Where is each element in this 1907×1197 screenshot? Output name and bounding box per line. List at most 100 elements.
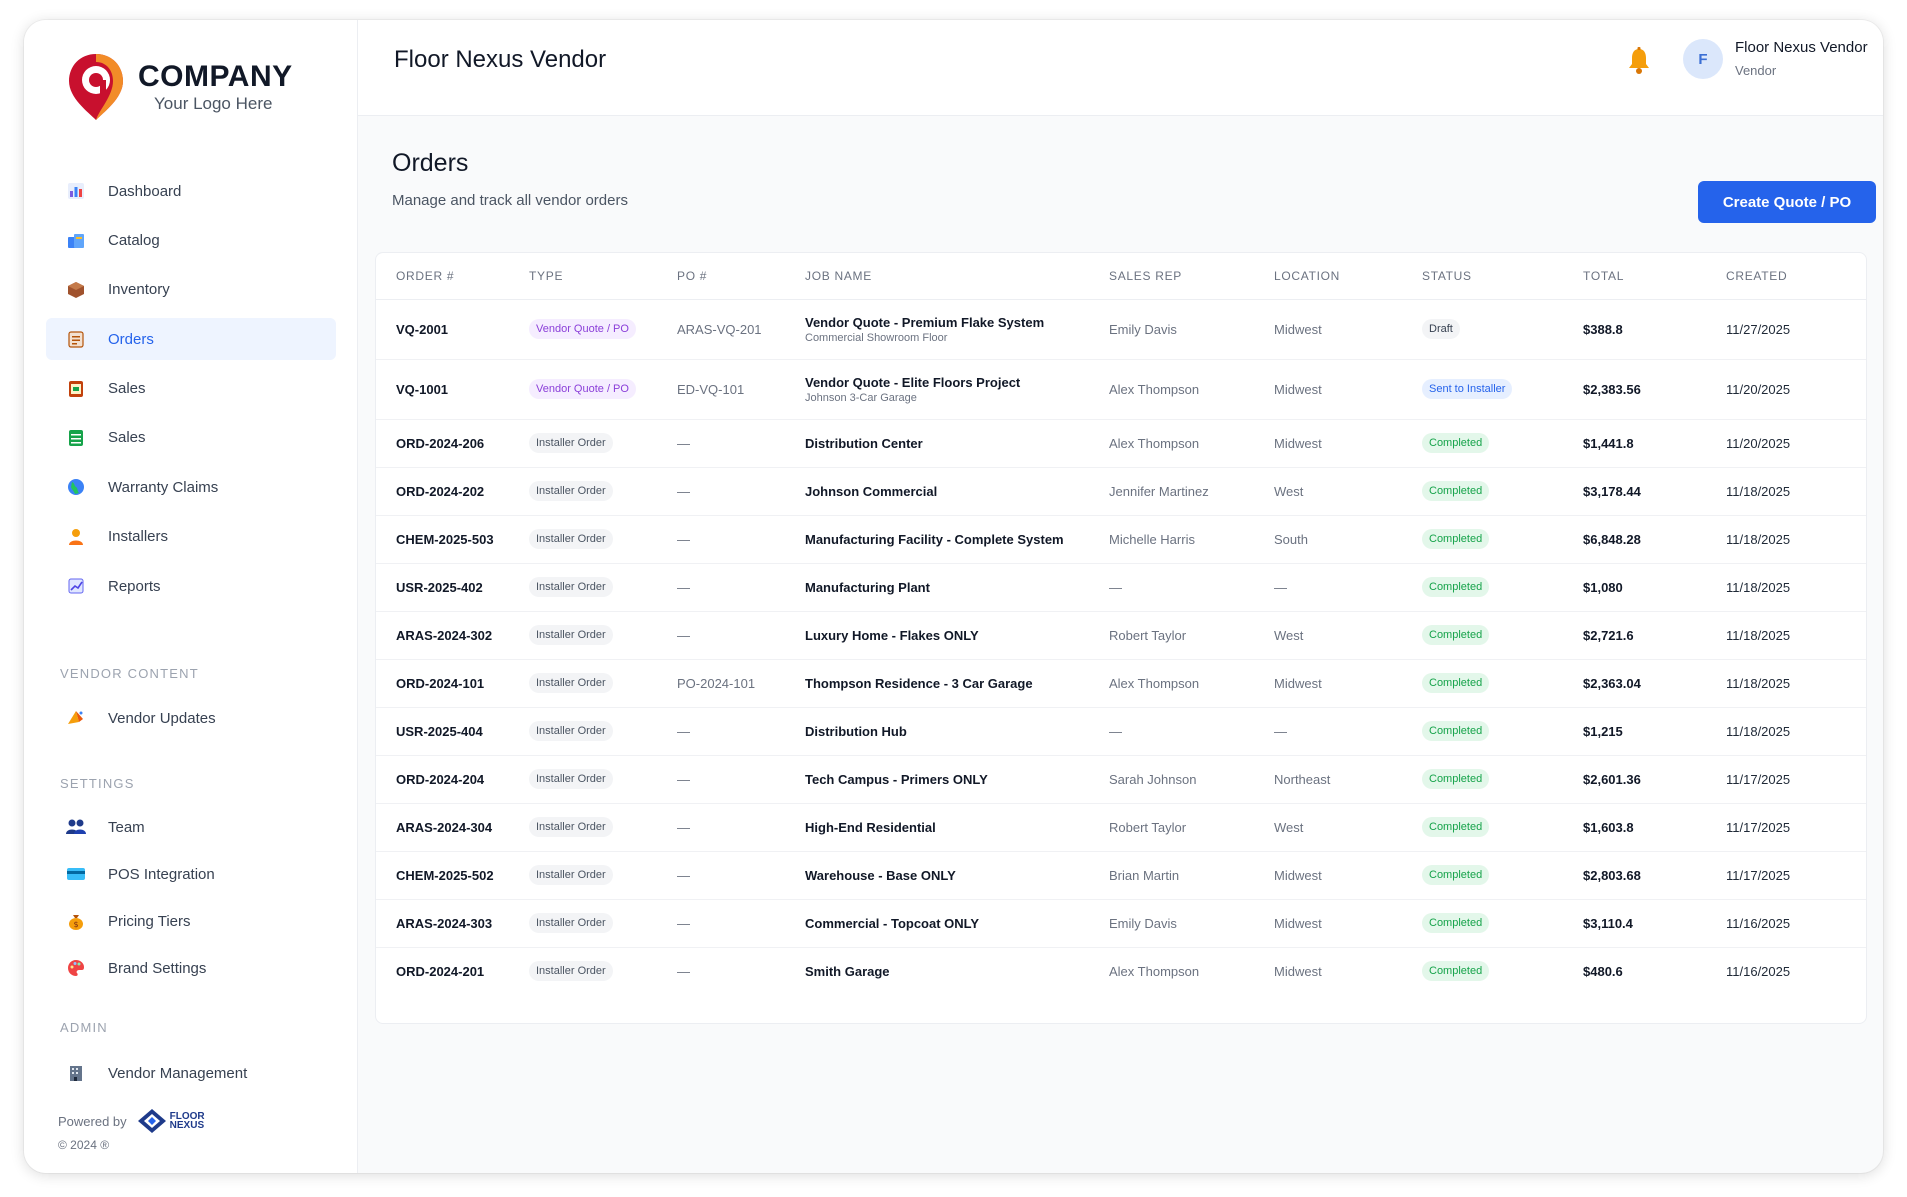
order-total: $2,601.36 <box>1583 771 1641 787</box>
sidebar-item-pricing-tiers[interactable]: $ Pricing Tiers <box>46 900 336 942</box>
table-row[interactable]: ORD-2024-204 Installer Order — Tech Campus … <box>376 755 1866 803</box>
order-total: $3,110.4 <box>1583 915 1633 931</box>
column-header-sales-rep[interactable]: SALES REP <box>1089 253 1254 300</box>
sales-rep: Alex Thompson <box>1109 381 1200 397</box>
sales-rep: Robert Taylor <box>1109 819 1187 835</box>
sidebar-item-dashboard[interactable]: Dashboard <box>46 170 336 212</box>
job-cell: Thompson Residence - 3 Car Garage <box>785 659 1089 707</box>
column-header-status[interactable]: STATUS <box>1402 253 1563 300</box>
sidebar-item-pos-integration[interactable]: POS Integration <box>46 853 336 895</box>
order-number[interactable]: ARAS-2024-303 <box>396 915 493 931</box>
user-name[interactable]: Floor Nexus Vendor <box>1735 39 1868 56</box>
sidebar-item-warranty-claims[interactable]: Warranty Claims <box>46 466 336 508</box>
sidebar-item-vendor-updates[interactable]: Vendor Updates <box>46 697 336 739</box>
money-bag-icon: $ <box>66 911 86 931</box>
job-cell: Vendor Quote - Premium Flake System Comme… <box>785 299 1089 359</box>
table-row[interactable]: USR-2025-402 Installer Order — Manufacturin… <box>376 563 1866 611</box>
sidebar-item-catalog[interactable]: Catalog <box>46 219 336 261</box>
app-title: Floor Nexus Vendor <box>394 46 607 73</box>
order-number[interactable]: USR-2025-402 <box>396 579 483 595</box>
sidebar-item-sales[interactable]: Sales <box>46 368 336 410</box>
type-badge: Installer Order <box>529 817 613 837</box>
settings-nav: Team POS Integration $ Pricing Tiers Bra… <box>46 806 336 994</box>
column-header-total[interactable]: TOTAL <box>1563 253 1706 300</box>
order-number[interactable]: VQ-2001 <box>396 321 449 337</box>
status-cell: Completed <box>1402 707 1563 755</box>
catalog-icon <box>66 230 86 250</box>
type-cell: Installer Order <box>509 467 657 515</box>
sales-rep: Brian Martin <box>1109 867 1180 883</box>
company-logo[interactable]: COMPANY Your Logo Here <box>66 52 293 122</box>
sidebar-item-brand-settings[interactable]: Brand Settings <box>46 947 336 989</box>
table-row[interactable]: CHEM-2025-503 Installer Order — Manufacturi… <box>376 515 1866 563</box>
order-number[interactable]: CHEM-2025-503 <box>396 531 494 547</box>
sidebar-item-label: Vendor Updates <box>108 709 216 727</box>
table-row[interactable]: ARAS-2024-302 Installer Order — Luxury Home… <box>376 611 1866 659</box>
floor-nexus-logo[interactable]: FLOOR NEXUS <box>137 1108 205 1134</box>
vendor-content-nav: Vendor Updates <box>46 697 336 746</box>
order-number[interactable]: VQ-1001 <box>396 381 449 397</box>
create-quote-po-button[interactable]: Create Quote / PO <box>1698 181 1876 223</box>
sidebar-item-sales-ledger[interactable]: Sales <box>46 417 336 459</box>
column-header-location[interactable]: LOCATION <box>1254 253 1402 300</box>
team-icon <box>66 817 86 837</box>
table-row[interactable]: CHEM-2025-502 Installer Order — Warehouse -… <box>376 851 1866 899</box>
order-number[interactable]: ARAS-2024-304 <box>396 819 493 835</box>
type-cell: Vendor Quote / PO <box>509 359 657 419</box>
sidebar-item-label: Installers <box>108 528 169 546</box>
table-row[interactable]: USR-2025-404 Installer Order — Distribution… <box>376 707 1866 755</box>
sidebar-item-installers[interactable]: Installers <box>46 516 336 558</box>
order-number[interactable]: ORD-2024-101 <box>396 675 485 691</box>
column-header-type[interactable]: TYPE <box>509 253 657 300</box>
table-row[interactable]: VQ-2001 Vendor Quote / PO ARAS-VQ-201 Vendo… <box>376 299 1866 359</box>
type-badge: Vendor Quote / PO <box>529 379 636 399</box>
section-title-vendor-content: VENDOR CONTENT <box>60 666 199 681</box>
order-number[interactable]: ORD-2024-204 <box>396 771 485 787</box>
job-name: Thompson Residence - 3 Car Garage <box>805 675 1033 691</box>
table-row[interactable]: ARAS-2024-304 Installer Order — High-End Re… <box>376 803 1866 851</box>
order-number[interactable]: CHEM-2025-502 <box>396 867 494 883</box>
table-row[interactable]: ORD-2024-202 Installer Order — Johnson Comm… <box>376 467 1866 515</box>
table-row[interactable]: ARAS-2024-303 Installer Order — Commercial … <box>376 899 1866 947</box>
job-name: Vendor Quote - Elite Floors Project <box>805 374 1021 390</box>
orders-table-card: ORDER # TYPE PO # JOB NAME SALES REP LOC… <box>375 252 1867 1024</box>
order-total: $1,441.8 <box>1583 435 1634 451</box>
sidebar-item-reports[interactable]: Reports <box>46 565 336 607</box>
sidebar-item-label: Warranty Claims <box>108 478 219 496</box>
type-cell: Installer Order <box>509 563 657 611</box>
order-number[interactable]: ARAS-2024-302 <box>396 627 493 643</box>
sidebar-item-team[interactable]: Team <box>46 806 336 848</box>
table-row[interactable]: ORD-2024-201 Installer Order — Smith Garage… <box>376 947 1866 995</box>
table-row[interactable]: ORD-2024-206 Installer Order — Distribution… <box>376 419 1866 467</box>
order-total: $3,178.44 <box>1583 483 1641 499</box>
column-header-po[interactable]: PO # <box>657 253 785 300</box>
order-number[interactable]: ORD-2024-201 <box>396 963 485 979</box>
avatar[interactable]: F <box>1683 39 1723 79</box>
column-header-job-name[interactable]: JOB NAME <box>785 253 1089 300</box>
location: West <box>1274 483 1304 499</box>
column-header-created[interactable]: CREATED <box>1706 253 1866 300</box>
order-number[interactable]: ORD-2024-206 <box>396 435 485 451</box>
sales-rep: Michelle Harris <box>1109 531 1195 547</box>
order-number[interactable]: USR-2025-404 <box>396 723 483 739</box>
sidebar-item-vendor-management[interactable]: Vendor Management <box>46 1052 336 1094</box>
sidebar-item-orders[interactable]: Orders <box>46 318 336 361</box>
order-number[interactable]: ORD-2024-202 <box>396 483 485 499</box>
svg-text:$: $ <box>73 920 78 929</box>
type-cell: Installer Order <box>509 419 657 467</box>
status-cell: Completed <box>1402 419 1563 467</box>
po-number: — <box>677 483 690 499</box>
status-badge: Completed <box>1422 913 1490 933</box>
column-header-order[interactable]: ORDER # <box>376 253 509 300</box>
section-title-settings: SETTINGS <box>60 776 135 791</box>
ledger-icon <box>66 428 86 448</box>
location: Midwest <box>1274 915 1322 931</box>
bell-icon[interactable] <box>1626 46 1652 76</box>
table-row[interactable]: VQ-1001 Vendor Quote / PO ED-VQ-101 Vendor … <box>376 359 1866 419</box>
sidebar-item-label: Inventory <box>108 281 170 299</box>
table-row[interactable]: ORD-2024-101 Installer Order PO-2024-101 Th… <box>376 659 1866 707</box>
status-cell: Completed <box>1402 899 1563 947</box>
sidebar-item-inventory[interactable]: Inventory <box>46 269 336 311</box>
status-cell: Completed <box>1402 611 1563 659</box>
created-date: 11/20/2025 <box>1726 381 1791 397</box>
